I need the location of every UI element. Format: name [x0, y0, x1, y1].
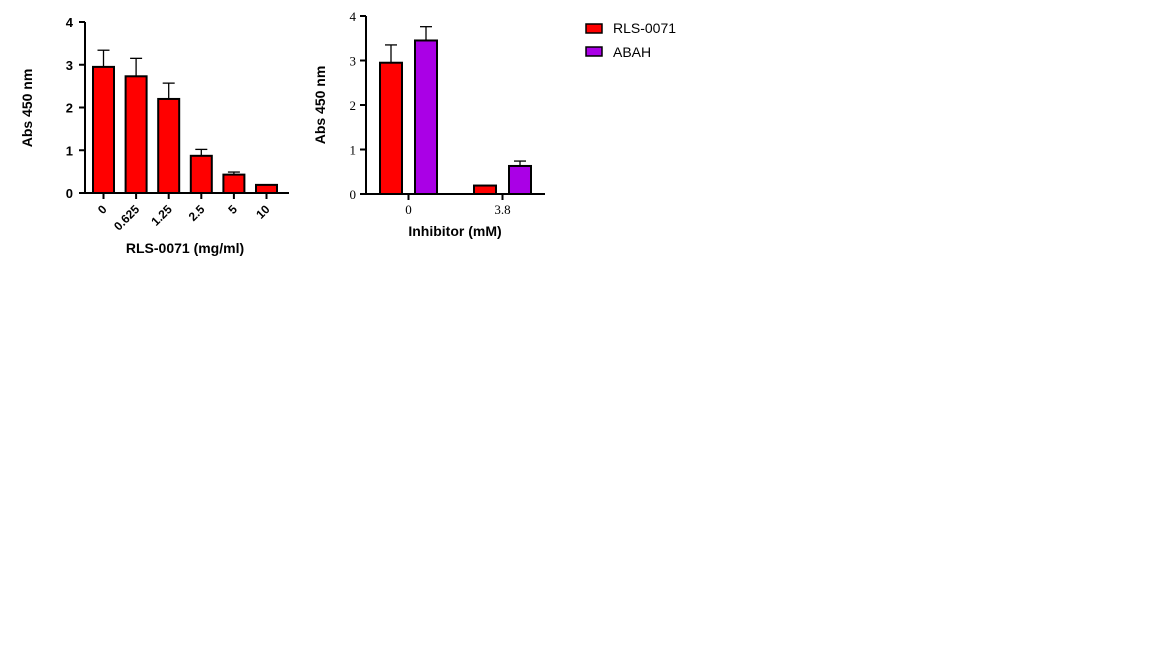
inhibitor-bar-rls-0071-0	[379, 61, 403, 195]
dose-y-axis-title: Abs 450 nm	[19, 69, 35, 148]
dose-x-tick-label-5: 5	[225, 202, 240, 217]
inhibitor-bar-abah-3-8	[508, 164, 532, 195]
inhibitor-y-tick-label: 4	[350, 9, 357, 24]
dose-bars	[92, 65, 278, 195]
inhibitor-y-tick-label: 3	[350, 54, 357, 69]
dose-bar-0-625	[124, 75, 148, 194]
dose-y-tick-label: 1	[66, 143, 73, 158]
dose-y-tick-label: 4	[66, 15, 74, 30]
legend-swatch-abah	[585, 46, 603, 57]
dose-y-tick-label: 3	[66, 58, 73, 73]
dose-y-tick-label: 0	[66, 186, 73, 201]
dose-x-tick-label-0-625: 0.625	[111, 202, 142, 233]
inhibitor-error-bars	[385, 26, 526, 166]
dose-x-tick-label-1-25: 1.25	[148, 202, 175, 229]
dose-x-axis-title: RLS-0071 (mg/ml)	[126, 240, 244, 256]
dose-bar-10	[255, 183, 278, 195]
inhibitor-y-tick-label: 0	[350, 187, 357, 202]
dose-x-tick-label-0: 0	[95, 202, 110, 217]
legend-label-abah: ABAH	[613, 44, 651, 60]
dose-bar-1-25	[157, 97, 181, 194]
inhibitor-x-ticks: 0 3.8	[405, 194, 511, 217]
inhibitor-x-tick-label-0: 0	[405, 202, 412, 217]
inhibitor-x-tick-label-3-8: 3.8	[494, 202, 510, 217]
dose-bar-5	[222, 173, 246, 194]
dose-bar-2-5	[189, 154, 213, 194]
dose-y-tick-label: 2	[66, 101, 73, 116]
inhibitor-x-axis-title: Inhibitor (mM)	[408, 223, 501, 239]
legend-swatch-rls-0071	[585, 23, 603, 34]
dose-bar-0	[92, 65, 115, 194]
inhibitor-y-tick-label: 1	[350, 143, 357, 158]
dose-x-tick-label-10: 10	[253, 202, 273, 222]
inhibitor-bar-rls-0071-3-8	[473, 184, 497, 195]
dose-y-ticks: 0 1 2 3 4	[66, 15, 85, 201]
inhibitor-y-tick-label: 2	[350, 98, 357, 113]
inhibitor-y-axis-title: Abs 450 nm	[312, 66, 328, 145]
inhibitor-y-ticks: 0 1 2 3 4	[350, 9, 366, 202]
inhibitor-bar-abah-0	[414, 39, 438, 195]
inhibitor-bars	[379, 39, 532, 195]
legend: RLS-0071 ABAH	[585, 20, 676, 60]
legend-label-rls-0071: RLS-0071	[613, 20, 676, 36]
dose-error-bars	[97, 49, 240, 175]
dose-x-ticks: 0 0.625 1.25 2.5 5 10	[95, 193, 273, 233]
dose-x-tick-label-2-5: 2.5	[186, 202, 208, 224]
